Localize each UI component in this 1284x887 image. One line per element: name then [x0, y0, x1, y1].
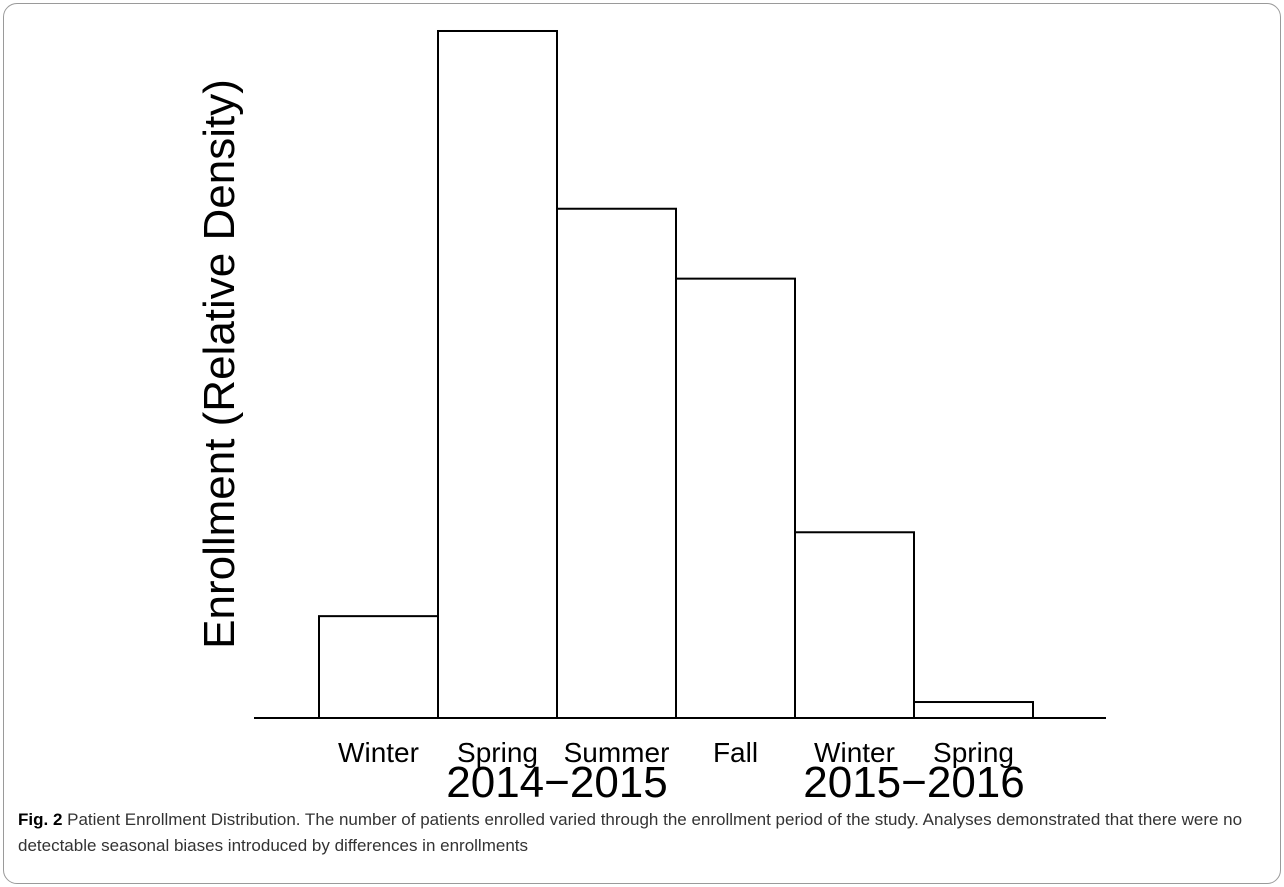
bar-3 [556, 207, 677, 719]
year-group-labels: 2014−2015 2015−2016 [446, 758, 1024, 804]
x-tick-label-5: Winter [814, 737, 895, 768]
x-tick-label-4: Fall [713, 737, 758, 768]
bars-group [318, 29, 1034, 720]
bar-chart: Enrollment (Relative Density) Winter Spri… [195, 29, 1106, 804]
x-tick-label-2: Spring [457, 737, 538, 768]
year-group-label-2: 2015−2016 [803, 758, 1024, 804]
bar-1 [318, 615, 439, 719]
figure-caption: Fig. 2 Patient Enrollment Distribution. … [18, 807, 1268, 859]
bar-6 [913, 701, 1034, 720]
bar-4 [675, 277, 796, 719]
bar-5 [794, 531, 915, 720]
year-group-label-1: 2014−2015 [446, 758, 667, 804]
x-tick-label-6: Spring [933, 737, 1014, 768]
figure-label: Fig. 2 [18, 810, 63, 829]
x-tick-label-3: Summer [564, 737, 670, 768]
y-axis-label: Enrollment (Relative Density) [195, 79, 244, 649]
bar-2 [437, 29, 558, 719]
x-tick-labels: Winter Spring Summer Fall Winter Spring [338, 737, 1014, 768]
x-tick-label-1: Winter [338, 737, 419, 768]
caption-text: Patient Enrollment Distribution. The num… [18, 810, 1243, 855]
figure-frame: Enrollment (Relative Density) Winter Spri… [3, 3, 1281, 884]
